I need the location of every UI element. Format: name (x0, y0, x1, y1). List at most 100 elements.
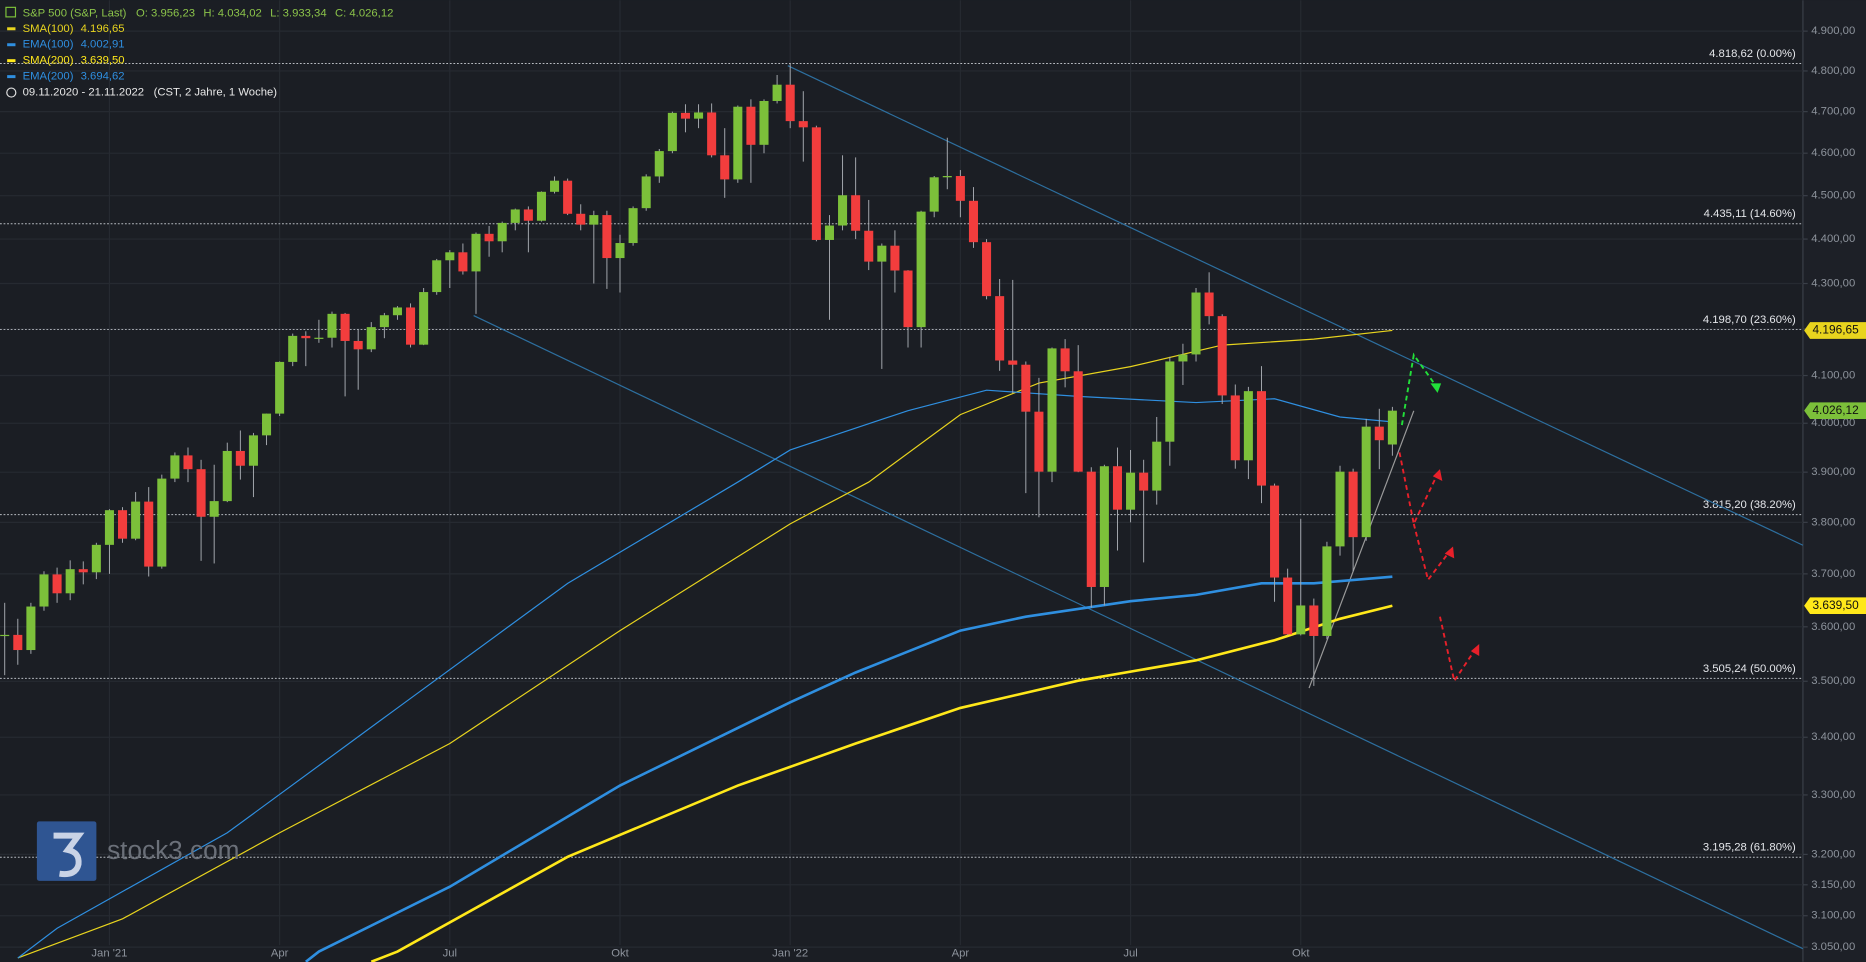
candle-body (419, 292, 429, 345)
candle-body (759, 100, 769, 145)
candle-body (903, 270, 913, 328)
price-tags: 4.196,65 3.639,50 4.026,12 (1804, 322, 1866, 615)
y-tick-label: 4.500,00 (1811, 190, 1855, 202)
legend-text: L: 3.933,34 (270, 7, 327, 19)
candle-body (615, 243, 625, 259)
candle-body (222, 450, 232, 502)
candle-body (379, 315, 389, 328)
x-tick-label: Jan '21 (91, 947, 127, 959)
legend-text: 09.11.2020 - 21.11.2022 (23, 87, 144, 99)
y-tick-label: 4.000,00 (1811, 417, 1855, 429)
x-tick-label: Okt (1292, 947, 1310, 959)
candle-body (118, 510, 128, 539)
y-tick-label: 3.400,00 (1811, 731, 1855, 743)
candle-body (445, 252, 455, 261)
y-tick-label: 3.050,00 (1811, 941, 1855, 953)
candle-body (824, 225, 834, 240)
legend-text: 4.002,91 (81, 39, 125, 51)
x-tick-label: Apr (271, 947, 289, 959)
candle-body (0, 634, 10, 637)
candle-body (1296, 605, 1306, 635)
candle-body (170, 455, 180, 479)
arrow-head (1432, 469, 1443, 481)
candle-body (262, 413, 272, 436)
candle-body (982, 242, 992, 297)
legend-text: 3.694,62 (81, 71, 125, 83)
clock-icon (6, 87, 17, 98)
x-tick-label: Jul (443, 947, 457, 959)
legend-text: SMA(200) (23, 55, 74, 67)
candle-body (353, 340, 363, 350)
candle-body (1165, 361, 1175, 442)
candle-body (720, 155, 730, 180)
y-tick-label: 3.900,00 (1811, 466, 1855, 478)
candle-body (458, 252, 468, 272)
candle-body (550, 180, 560, 192)
legend: S&P 500 (S&P, Last) O: 3.956,23 H: 4.034,0… (5, 6, 393, 99)
x-tick-label: Jul (1123, 947, 1137, 959)
candle-body (563, 180, 573, 214)
candle-body (654, 151, 664, 177)
candle-body (890, 245, 900, 271)
logo-glyph (53, 832, 85, 878)
y-tick-label: 3.800,00 (1811, 516, 1855, 528)
candle-body (798, 121, 808, 128)
level-label: 3.815,20 (38.20%) (1703, 499, 1796, 511)
x-tick-label: Jan '22 (772, 947, 808, 959)
candle-body (1230, 395, 1240, 461)
candle-body (680, 112, 690, 119)
scenario-arrows (1398, 352, 1480, 684)
legend-text: O: 3.956,23 (136, 7, 195, 19)
candle-body (484, 233, 494, 242)
candle-body (13, 634, 23, 651)
candle-body (1387, 410, 1397, 445)
legend-text: H: 4.034,02 (203, 7, 261, 19)
candle-body (432, 260, 442, 293)
price-tag (1804, 402, 1866, 419)
candle-body (1047, 348, 1057, 472)
price-tag-label: 3.639,50 (1812, 598, 1859, 612)
level-label: 3.195,28 (61.80%) (1703, 842, 1796, 854)
candle-body (406, 307, 416, 345)
candle-body (929, 177, 939, 212)
candle-body (694, 112, 704, 119)
candle-body (1139, 472, 1149, 491)
candle-body (392, 307, 402, 316)
candle-body (995, 296, 1005, 361)
candle-body (1322, 546, 1332, 636)
y-tick-label: 4.300,00 (1811, 277, 1855, 289)
axis-panel (1802, 0, 1866, 962)
candle-body (1283, 577, 1293, 635)
candle-body (288, 335, 298, 362)
candle-body (209, 501, 219, 517)
candle-body (301, 335, 311, 339)
candle-body (1021, 364, 1031, 412)
ma-line (305, 575, 1393, 962)
legend-text: 4.196,65 (81, 23, 125, 35)
candle-body (91, 544, 101, 573)
candle-body (877, 245, 887, 262)
candle-body (1374, 426, 1384, 441)
candle-body (628, 208, 638, 244)
candle-body (733, 106, 743, 180)
y-tick-label: 4.600,00 (1811, 147, 1855, 159)
candle-body (1204, 292, 1214, 317)
candle-body (1335, 471, 1345, 547)
legend-text: 3.639,50 (81, 55, 125, 67)
candle-body (1086, 471, 1096, 587)
y-tick-label: 4.100,00 (1811, 370, 1855, 382)
candle-body (1243, 391, 1253, 461)
candle-body (1217, 316, 1227, 396)
legend-icon (5, 6, 17, 18)
candle-body (1178, 354, 1188, 362)
candle-body (811, 127, 821, 240)
y-tick-label: 3.500,00 (1811, 675, 1855, 687)
y-tick-label: 3.200,00 (1811, 848, 1855, 860)
candle-body (942, 176, 952, 178)
arrow-head (1430, 383, 1442, 393)
candle-body (916, 211, 926, 328)
price-tag (1804, 597, 1866, 615)
trend-line (787, 65, 1804, 546)
candle-body (602, 215, 612, 259)
candle-body (746, 106, 756, 145)
